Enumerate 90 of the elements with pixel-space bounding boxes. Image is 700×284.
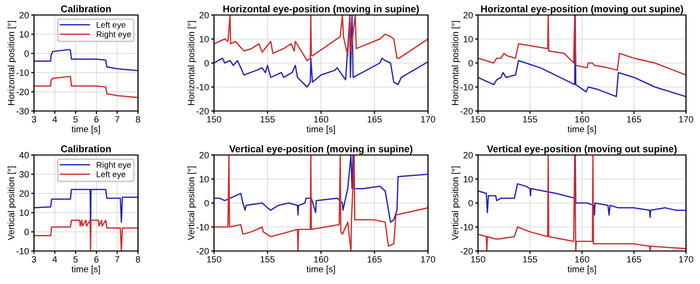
- line-series: [478, 155, 686, 251]
- x-tick-label: 150: [207, 116, 222, 122]
- chart-title: Vertical eye-position (moving in supine): [229, 145, 412, 154]
- x-axis-title: time [s]: [568, 266, 596, 274]
- y-tick-label: 10: [200, 36, 209, 42]
- x-tick-label: 7: [115, 256, 120, 262]
- line-series: [34, 48, 138, 72]
- y-tick-label: 30: [19, 171, 29, 178]
- y-tick-label: 20: [464, 152, 473, 158]
- y-tick-label: -20: [460, 108, 473, 114]
- x-tick-label: 165: [368, 116, 382, 122]
- y-tick-label: 20: [20, 12, 29, 18]
- x-axis-title: time [s]: [72, 266, 100, 274]
- y-tick-label: 10: [464, 176, 473, 182]
- y-axis-title: Horizontal position [°]: [8, 20, 16, 105]
- x-tick-label: 165: [627, 116, 642, 122]
- y-tick-label: -10: [460, 224, 473, 230]
- y-tick-label: 0: [204, 200, 209, 206]
- x-tick-label: 155: [523, 256, 538, 262]
- y-tick-label: -20: [196, 108, 209, 114]
- x-tick-label: 3: [32, 116, 36, 122]
- chart-title: Horizontal eye-position (moving in supine): [223, 5, 419, 14]
- legend-label: Left eye: [96, 171, 126, 179]
- y-tick-label: -20: [16, 88, 29, 96]
- x-axis-title: time [s]: [306, 266, 335, 274]
- y-tick-label: 10: [200, 176, 209, 182]
- x-tick-label: 170: [421, 116, 436, 122]
- y-tick-label: 0: [24, 228, 29, 236]
- y-tick-label: -10: [16, 248, 29, 254]
- x-tick-label: 160: [314, 256, 328, 262]
- y-tick-label: 10: [464, 36, 473, 42]
- chart-title: Calibration: [61, 145, 111, 152]
- x-axis-title: time [s]: [568, 126, 596, 134]
- y-tick-label: 0: [24, 50, 29, 57]
- y-tick-label: 10: [20, 31, 29, 38]
- legend-label: Right eye: [96, 31, 131, 39]
- x-tick-label: 160: [314, 116, 328, 122]
- x-tick-label: 160: [575, 116, 590, 122]
- y-tick-label: -10: [460, 84, 473, 90]
- x-tick-label: 165: [368, 256, 382, 262]
- x-tick-label: 170: [421, 256, 436, 262]
- x-tick-label: 150: [207, 256, 222, 262]
- y-tick-label: 0: [204, 60, 209, 66]
- x-tick-label: 6: [94, 256, 99, 262]
- y-tick-label: -10: [196, 84, 209, 90]
- x-tick-label: 7: [115, 116, 120, 122]
- x-tick-label: 8: [136, 116, 140, 122]
- y-tick-label: 20: [20, 190, 29, 197]
- legend-label: Right eye: [96, 162, 131, 170]
- y-tick-label: 10: [20, 210, 29, 216]
- x-tick-label: 150: [471, 116, 486, 122]
- legend-label: Left eye: [96, 22, 126, 30]
- x-tick-label: 6: [94, 116, 99, 122]
- x-axis-title: time [s]: [306, 126, 335, 134]
- chart-title: Horizontal eye-position (moving out supine): [481, 5, 684, 14]
- x-tick-label: 155: [260, 256, 275, 262]
- y-tick-label: 0: [468, 60, 473, 66]
- y-tick-label: -30: [16, 108, 29, 114]
- x-tick-label: 4: [52, 116, 58, 122]
- x-tick-label: 4: [52, 256, 58, 262]
- x-tick-label: 3: [32, 256, 36, 262]
- y-tick-label: -20: [460, 248, 473, 254]
- chart-title: Calibration: [61, 5, 111, 12]
- y-axis-title: Horizontal position [°]: [188, 20, 196, 105]
- y-axis-title: Vertical position [°]: [8, 166, 16, 240]
- x-tick-label: 155: [523, 116, 538, 122]
- y-tick-label: -20: [196, 248, 209, 254]
- y-tick-label: -10: [16, 70, 29, 76]
- y-tick-label: 20: [200, 12, 209, 18]
- y-axis-title: Vertical position [°]: [188, 166, 196, 240]
- y-axis-title: Vertical position [°]: [452, 166, 460, 240]
- y-tick-label: 20: [200, 152, 209, 158]
- chart-title: Vertical eye-position (moving out supine): [487, 145, 677, 154]
- x-tick-label: 150: [471, 256, 486, 262]
- x-tick-label: 165: [627, 256, 642, 262]
- y-tick-label: 0: [468, 200, 473, 206]
- y-tick-label: 40: [19, 152, 29, 158]
- y-tick-label: 20: [464, 12, 473, 18]
- x-tick-label: 5: [73, 256, 78, 262]
- y-tick-label: -10: [196, 224, 209, 230]
- x-tick-label: 170: [679, 256, 694, 262]
- x-tick-label: 160: [575, 256, 590, 262]
- x-tick-label: 170: [679, 116, 694, 122]
- x-tick-label: 5: [73, 116, 78, 122]
- x-tick-label: 155: [260, 116, 275, 122]
- line-series: [214, 155, 428, 251]
- x-tick-label: 8: [136, 256, 140, 262]
- line-series: [34, 76, 138, 98]
- x-axis-title: time [s]: [72, 126, 100, 134]
- y-axis-title: Horizontal position [°]: [452, 20, 460, 105]
